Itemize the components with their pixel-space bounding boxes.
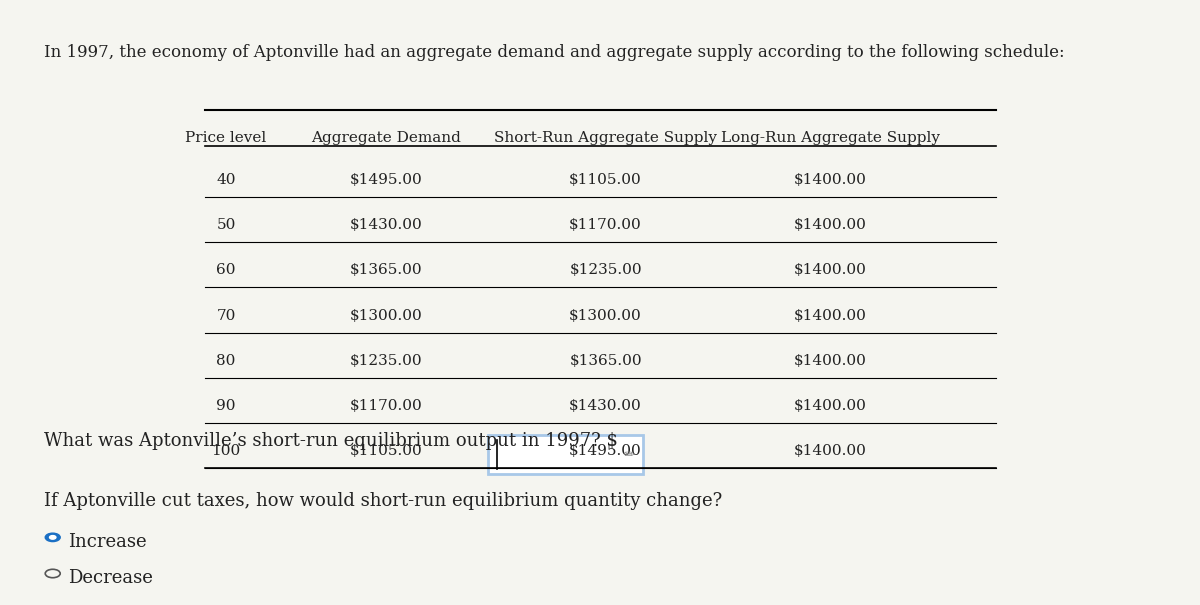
Text: $1300.00: $1300.00 [569, 309, 642, 322]
Text: Decrease: Decrease [67, 569, 152, 587]
Text: 80: 80 [216, 354, 235, 368]
Text: $1400.00: $1400.00 [793, 354, 866, 368]
Circle shape [49, 535, 56, 539]
Text: $1170.00: $1170.00 [350, 399, 422, 413]
Text: $1300.00: $1300.00 [350, 309, 422, 322]
Text: $1400.00: $1400.00 [793, 218, 866, 232]
Text: 70: 70 [216, 309, 235, 322]
Text: Long-Run Aggregate Supply: Long-Run Aggregate Supply [721, 131, 940, 145]
Text: $1400.00: $1400.00 [793, 309, 866, 322]
Text: $1400.00: $1400.00 [793, 399, 866, 413]
Text: $1400.00: $1400.00 [793, 263, 866, 277]
Circle shape [46, 533, 60, 541]
Text: $1400.00: $1400.00 [793, 173, 866, 187]
Text: What was Aptonville’s short-run equilibrium output in 1997? $: What was Aptonville’s short-run equilibr… [44, 432, 618, 450]
Text: $1495.00: $1495.00 [350, 173, 422, 187]
Text: $1235.00: $1235.00 [569, 263, 642, 277]
Text: $1430.00: $1430.00 [350, 218, 422, 232]
Text: $1430.00: $1430.00 [569, 399, 642, 413]
Text: If Aptonville cut taxes, how would short-run equilibrium quantity change?: If Aptonville cut taxes, how would short… [44, 492, 722, 510]
Text: 90: 90 [216, 399, 235, 413]
Text: $1170.00: $1170.00 [569, 218, 642, 232]
Text: $1365.00: $1365.00 [350, 263, 422, 277]
Text: ✏: ✏ [623, 448, 635, 462]
Text: 100: 100 [211, 444, 240, 458]
Text: 40: 40 [216, 173, 235, 187]
Text: Aggregate Demand: Aggregate Demand [312, 131, 461, 145]
Text: $1495.00: $1495.00 [569, 444, 642, 458]
Text: 60: 60 [216, 263, 235, 277]
Text: $1365.00: $1365.00 [569, 354, 642, 368]
Text: $1235.00: $1235.00 [350, 354, 422, 368]
Text: 50: 50 [216, 218, 235, 232]
Text: In 1997, the economy of Aptonville had an aggregate demand and aggregate supply : In 1997, the economy of Aptonville had a… [44, 44, 1064, 60]
Text: Price level: Price level [185, 131, 266, 145]
Text: $1105.00: $1105.00 [350, 444, 422, 458]
Text: $1105.00: $1105.00 [569, 173, 642, 187]
Text: $1400.00: $1400.00 [793, 444, 866, 458]
Text: Short-Run Aggregate Supply: Short-Run Aggregate Supply [494, 131, 718, 145]
Text: Increase: Increase [67, 533, 146, 551]
Bar [488, 435, 643, 474]
